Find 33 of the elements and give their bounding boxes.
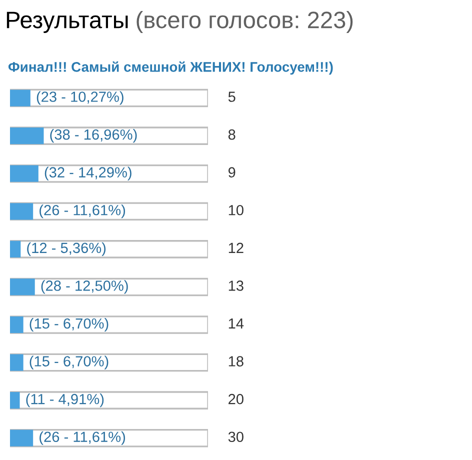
bar <box>10 203 34 220</box>
y-tick-label: 10 <box>228 204 244 216</box>
data-label: (26 - 11,61%) <box>40 204 126 218</box>
data-label: (32 - 14,29%) <box>44 166 132 180</box>
y-tick-label: 20 <box>228 394 244 404</box>
bar <box>10 127 44 144</box>
chart-title: Результаты <box>6 12 128 34</box>
y-tick-label: 8 <box>228 129 236 140</box>
data-label: (11 - 4,91%) <box>26 394 104 408</box>
y-tick-label: 9 <box>228 167 236 178</box>
bar <box>10 90 30 106</box>
bar <box>10 316 24 334</box>
data-label: (26 - 11,61%) <box>40 431 126 445</box>
data-label: (38 - 16,96%) <box>50 129 137 143</box>
bar <box>10 354 24 371</box>
bar <box>10 278 35 296</box>
y-tick-label: 18 <box>228 356 244 366</box>
text: Финал!!! Самый смешной ЖЕНИХ! Голосуем!!!) <box>8 61 333 75</box>
y-tick-label: 14 <box>228 318 244 329</box>
data-label: (23 - 10,27%) <box>36 91 124 105</box>
y-tick-label: 30 <box>228 432 244 442</box>
y-tick-label: 12 <box>228 242 244 253</box>
bar <box>10 392 20 409</box>
bar <box>10 240 21 258</box>
bar <box>10 430 34 446</box>
data-label: (15 - 6,70%) <box>30 318 108 332</box>
y-tick-label: 5 <box>228 92 236 102</box>
chart-subtitle: (всего голосов: 223) <box>136 10 353 33</box>
bar <box>10 165 38 182</box>
data-label: (28 - 12,50%) <box>41 280 128 294</box>
data-label: (15 - 6,70%) <box>30 356 108 370</box>
y-tick-label: 13 <box>228 280 244 291</box>
data-label: (12 - 5,36%) <box>27 242 106 256</box>
